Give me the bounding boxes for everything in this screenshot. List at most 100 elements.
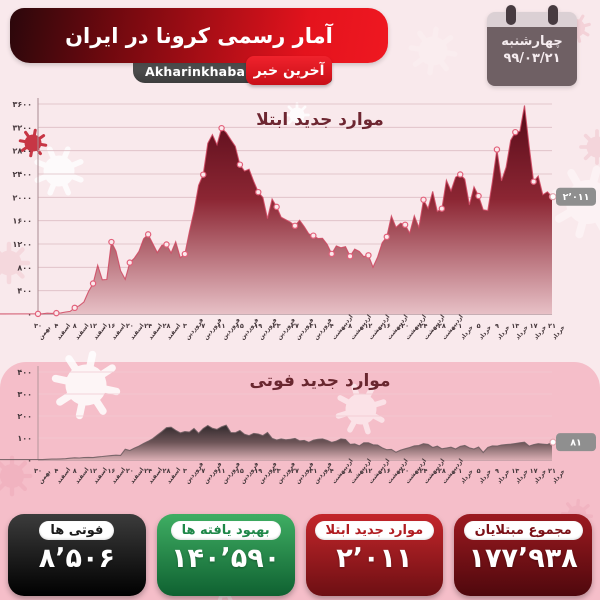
x-tick-day: ۵ [477, 467, 481, 475]
calendar-ring-icon [548, 5, 558, 25]
x-tick-day: ۱۲ [89, 322, 97, 330]
x-tick-day: ۱۶ [107, 322, 115, 330]
y-tick-label: ۱۰۰ [17, 434, 32, 443]
x-tick-day: ۱۷ [530, 467, 538, 475]
stat-label: مجموع مبتلایان [463, 521, 583, 540]
x-tick-day: ۹ [495, 322, 499, 330]
x-tick-day: ۲۷ [291, 467, 299, 475]
data-point-marker [34, 310, 42, 318]
virus-decoration [400, 18, 466, 84]
x-tick-day: ۴ [330, 322, 334, 330]
x-tick-day: ۴ [54, 467, 58, 475]
x-tick-day: ۵ [477, 322, 481, 330]
stat-recovered: بهبود یافته ها ۱۴۰٬۵۹۰ [156, 514, 295, 596]
x-tick-day: ۳ [183, 322, 187, 330]
x-tick-day: ۱۶ [383, 467, 391, 475]
y-tick-label: ۲۰۰۰ [12, 193, 32, 202]
y-tick-label: ۳۶۰۰ [12, 100, 32, 109]
x-tick-day: ۱۵ [236, 322, 244, 330]
x-tick-day: ۲۳ [273, 467, 281, 475]
data-point-marker [53, 309, 60, 317]
data-point-marker [108, 238, 115, 246]
y-tick-label: ۴۰۰ [17, 287, 32, 296]
x-tick-day: ۲۴ [420, 467, 428, 475]
data-point-marker [530, 178, 537, 185]
brand-logo[interactable]: آخرین خبر [246, 56, 332, 85]
x-tick-day: ۲۱ [548, 467, 556, 475]
end-value-label: ۸۱ [570, 438, 582, 449]
end-point-marker [549, 193, 557, 201]
x-tick-day: ۳ [183, 467, 187, 475]
stat-new-cases: موارد جدید ابتلا ۲٬۰۱۱ [305, 514, 444, 596]
new-cases-area-chart: ۳۶۰۰۳۲۰۰۲۸۰۰۲۴۰۰۲۰۰۰۱۶۰۰۱۲۰۰۸۰۰۴۰۰۰۳۰بهم… [0, 98, 596, 341]
data-point-marker [236, 161, 244, 168]
x-tick-day: ۸ [73, 322, 77, 330]
data-point-marker [512, 128, 519, 136]
data-point-marker [475, 192, 482, 200]
calendar-ring-icon [506, 5, 516, 25]
page-title: آمار رسمی کرونا در ایران [65, 23, 333, 48]
x-tick-day: ۷ [201, 322, 205, 330]
new-cases-chart-title: موارد جدید ابتلا [256, 110, 384, 130]
x-tick-day: ۲۸ [438, 467, 446, 475]
x-tick-day: ۱۷ [530, 322, 538, 330]
y-tick-label: ۱۲۰۰ [12, 240, 32, 249]
x-tick-day: ۱۲ [364, 467, 372, 475]
x-tick-day: ۱ [458, 322, 462, 330]
x-tick-day: ۱۳ [511, 467, 519, 475]
x-tick-day: ۱۲ [364, 322, 372, 330]
x-tick-day: ۲۰ [401, 467, 409, 475]
calendar-body: چهارشنبه ۹۹/۰۳/۲۱ [487, 27, 577, 86]
x-tick-day: ۲۴ [144, 322, 152, 330]
x-tick-day: ۱۵ [236, 467, 244, 475]
y-tick-label: ۳۰۰ [17, 390, 32, 399]
x-tick-day: ۳۰ [34, 322, 42, 330]
data-point-marker [346, 252, 354, 260]
series-line [0, 424, 553, 461]
x-tick-day: ۲۰ [126, 322, 134, 330]
y-tick-label: ۲۸۰۰ [12, 147, 32, 156]
x-tick-day: ۴ [330, 467, 334, 475]
calendar-header [487, 12, 577, 27]
stat-label: موارد جدید ابتلا [314, 521, 435, 540]
x-tick-day: ۲۴ [420, 322, 428, 330]
x-tick-day: ۷ [201, 467, 205, 475]
x-tick-day: ۲۴ [144, 467, 152, 475]
y-tick-label: ۲۰۰ [17, 412, 32, 421]
virus-icon [408, 26, 458, 76]
data-point-marker [255, 188, 262, 196]
x-tick-day: ۲۸ [163, 467, 171, 475]
x-tick-day: ۸ [348, 467, 352, 475]
data-point-marker [420, 196, 427, 203]
date-label: ۹۹/۰۳/۲۱ [503, 51, 561, 66]
x-tick-day: ۲۸ [438, 322, 446, 330]
x-tick-day: ۴ [54, 322, 58, 330]
data-point-marker [328, 250, 335, 258]
y-tick-label: ۱۶۰۰ [12, 217, 32, 226]
site-link[interactable]: Akharinkhabar.ir [145, 63, 266, 79]
data-point-marker [71, 304, 78, 312]
x-tick-day: ۱۱ [218, 322, 226, 330]
x-tick-day: ۳۰ [34, 467, 42, 475]
data-point-marker [218, 124, 225, 132]
stat-label: بهبود یافته ها [170, 521, 281, 540]
x-tick-day: ۲۸ [163, 322, 171, 330]
x-tick-day: ۲۳ [273, 322, 281, 330]
calendar-icon: چهارشنبه ۹۹/۰۳/۲۱ [487, 5, 577, 86]
x-tick-day: ۱ [458, 467, 462, 475]
y-tick-label: ۳۲۰۰ [12, 123, 32, 132]
stat-value: ۲٬۰۱۱ [336, 543, 413, 574]
data-point-marker [144, 231, 152, 238]
x-tick-day: ۱۱ [218, 467, 226, 475]
new-deaths-chart-title: موارد جدید فوتی [249, 371, 391, 391]
x-tick-day: ۲۱ [548, 322, 556, 330]
y-tick-label: ۰ [27, 456, 32, 465]
x-tick-day: ۱۶ [383, 322, 391, 330]
x-tick-day: ۱۳ [511, 322, 519, 330]
x-tick-day: ۲۰ [401, 322, 409, 330]
y-tick-label: ۰ [27, 310, 32, 319]
x-tick-day: ۲۷ [291, 322, 299, 330]
stat-label: فوتی ها [39, 521, 115, 540]
y-tick-label: ۴۰۰ [17, 368, 32, 377]
